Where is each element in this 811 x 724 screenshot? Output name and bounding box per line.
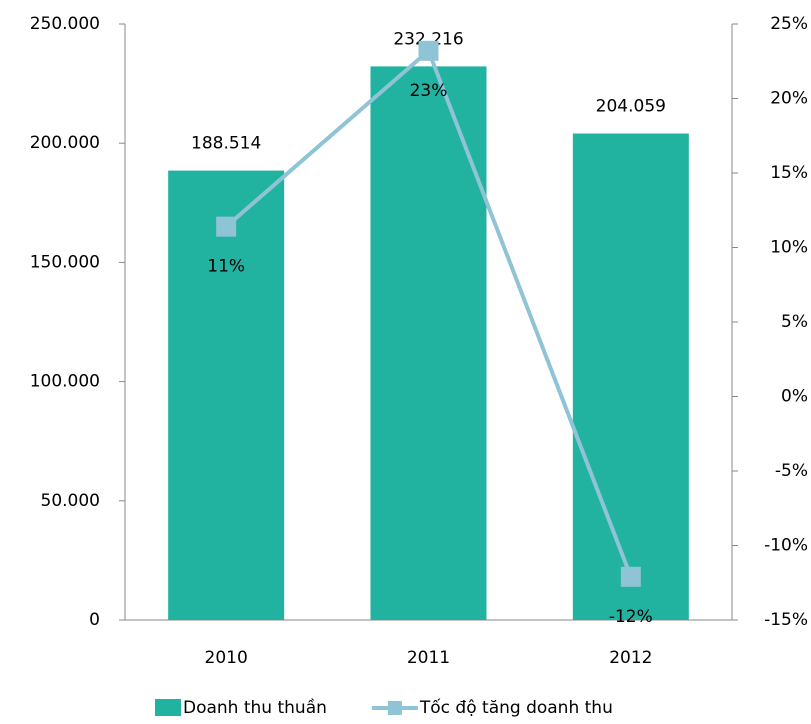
x-tick-label: 2010 xyxy=(205,648,248,668)
y2-tick-label: 0% xyxy=(781,387,808,407)
bar-value-label: 204.059 xyxy=(596,97,666,117)
y2-tick-label: 25% xyxy=(770,14,808,34)
legend-swatch xyxy=(155,699,181,716)
bar-value-label: 188.514 xyxy=(191,134,261,154)
y-tick-label: 150.000 xyxy=(30,252,100,272)
y2-tick-label: 20% xyxy=(770,89,808,109)
y-tick-label: 50.000 xyxy=(41,491,100,511)
bar xyxy=(168,170,285,620)
y2-tick-label: -10% xyxy=(764,536,808,556)
legend-swatch xyxy=(387,701,402,715)
line-marker xyxy=(216,216,237,237)
line-value-label: -12% xyxy=(609,607,653,627)
y2-tick-label: 10% xyxy=(770,238,808,258)
line-marker xyxy=(620,566,641,587)
bar xyxy=(370,66,487,621)
x-tick-label: 2011 xyxy=(407,648,450,668)
bar xyxy=(572,133,689,620)
y-tick-label: 100.000 xyxy=(30,372,100,392)
bar-value-label: 232.216 xyxy=(393,29,463,49)
line-marker xyxy=(418,40,439,61)
y2-tick-label: 15% xyxy=(770,163,808,183)
y2-tick-label: -15% xyxy=(764,610,808,630)
y-tick-label: 200.000 xyxy=(30,133,100,153)
line-value-label: 23% xyxy=(410,81,448,101)
line-value-label: 11% xyxy=(207,257,245,277)
y-tick-label: 0 xyxy=(89,610,100,630)
x-tick-label: 2012 xyxy=(609,648,652,668)
y-tick-label: 250.000 xyxy=(30,14,100,34)
legend-label: Tốc độ tăng doanh thu xyxy=(419,697,613,718)
legend-label: Doanh thu thuần xyxy=(183,697,327,718)
y2-tick-label: -5% xyxy=(775,461,808,481)
y2-tick-label: 5% xyxy=(781,312,808,332)
